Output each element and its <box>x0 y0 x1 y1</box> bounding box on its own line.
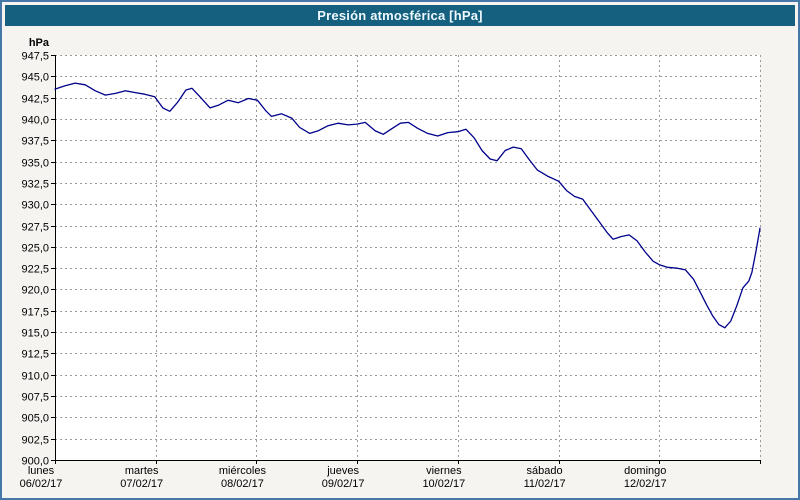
svg-text:937,5: 937,5 <box>21 136 49 148</box>
svg-text:932,5: 932,5 <box>21 179 49 191</box>
x-day-date: 08/02/17 <box>221 478 264 490</box>
svg-text:900,0: 900,0 <box>21 456 49 468</box>
x-day-date: 06/02/17 <box>20 478 63 490</box>
svg-text:917,5: 917,5 <box>21 307 49 319</box>
svg-text:927,5: 927,5 <box>21 222 49 234</box>
plot-background <box>55 55 760 460</box>
axis-labels: 900,0 902,5 905,0 907,5 910,0 912,5 915,0 917,5… <box>20 37 667 490</box>
svg-text:907,5: 907,5 <box>21 392 49 404</box>
chart-area: 900,0 902,5 905,0 907,5 910,0 912,5 915,0 917,5… <box>5 26 795 492</box>
svg-text:912,5: 912,5 <box>21 349 49 361</box>
svg-text:922,5: 922,5 <box>21 264 49 276</box>
svg-text:940,0: 940,0 <box>21 115 49 127</box>
y-axis-unit-label: hPa <box>29 37 50 49</box>
svg-text:905,0: 905,0 <box>21 413 49 425</box>
x-day-date: 11/02/17 <box>524 478 566 490</box>
x-day-name: viernes <box>426 465 462 477</box>
x-day-name: sábado <box>527 465 563 477</box>
pressure-line-chart: 900,0 902,5 905,0 907,5 910,0 912,5 915,0 917,5… <box>20 37 761 490</box>
x-day-name: lunes <box>28 465 55 477</box>
pressure-series-line <box>54 82 761 329</box>
svg-text:942,5: 942,5 <box>21 94 49 106</box>
svg-text:930,0: 930,0 <box>21 200 49 212</box>
x-day-name: miércoles <box>219 465 267 477</box>
x-day-name: jueves <box>326 465 359 477</box>
svg-text:935,0: 935,0 <box>21 158 49 170</box>
svg-text:945,0: 945,0 <box>21 72 49 84</box>
axes <box>51 55 761 464</box>
svg-text:947,5: 947,5 <box>21 51 49 63</box>
x-day-date: 10/02/17 <box>422 478 465 490</box>
x-day-name: martes <box>125 465 159 477</box>
x-day-date: 07/02/17 <box>120 478 163 490</box>
x-day-date: 09/02/17 <box>322 478 365 490</box>
svg-text:902,5: 902,5 <box>21 435 49 447</box>
svg-text:915,0: 915,0 <box>21 328 49 340</box>
x-day-date: 12/02/17 <box>624 478 667 490</box>
svg-text:920,0: 920,0 <box>21 285 49 297</box>
svg-text:910,0: 910,0 <box>21 371 49 383</box>
chart-title: Presión atmosférica [hPa] <box>5 5 795 26</box>
svg-text:925,0: 925,0 <box>21 243 49 255</box>
x-day-name: domingo <box>624 465 666 477</box>
